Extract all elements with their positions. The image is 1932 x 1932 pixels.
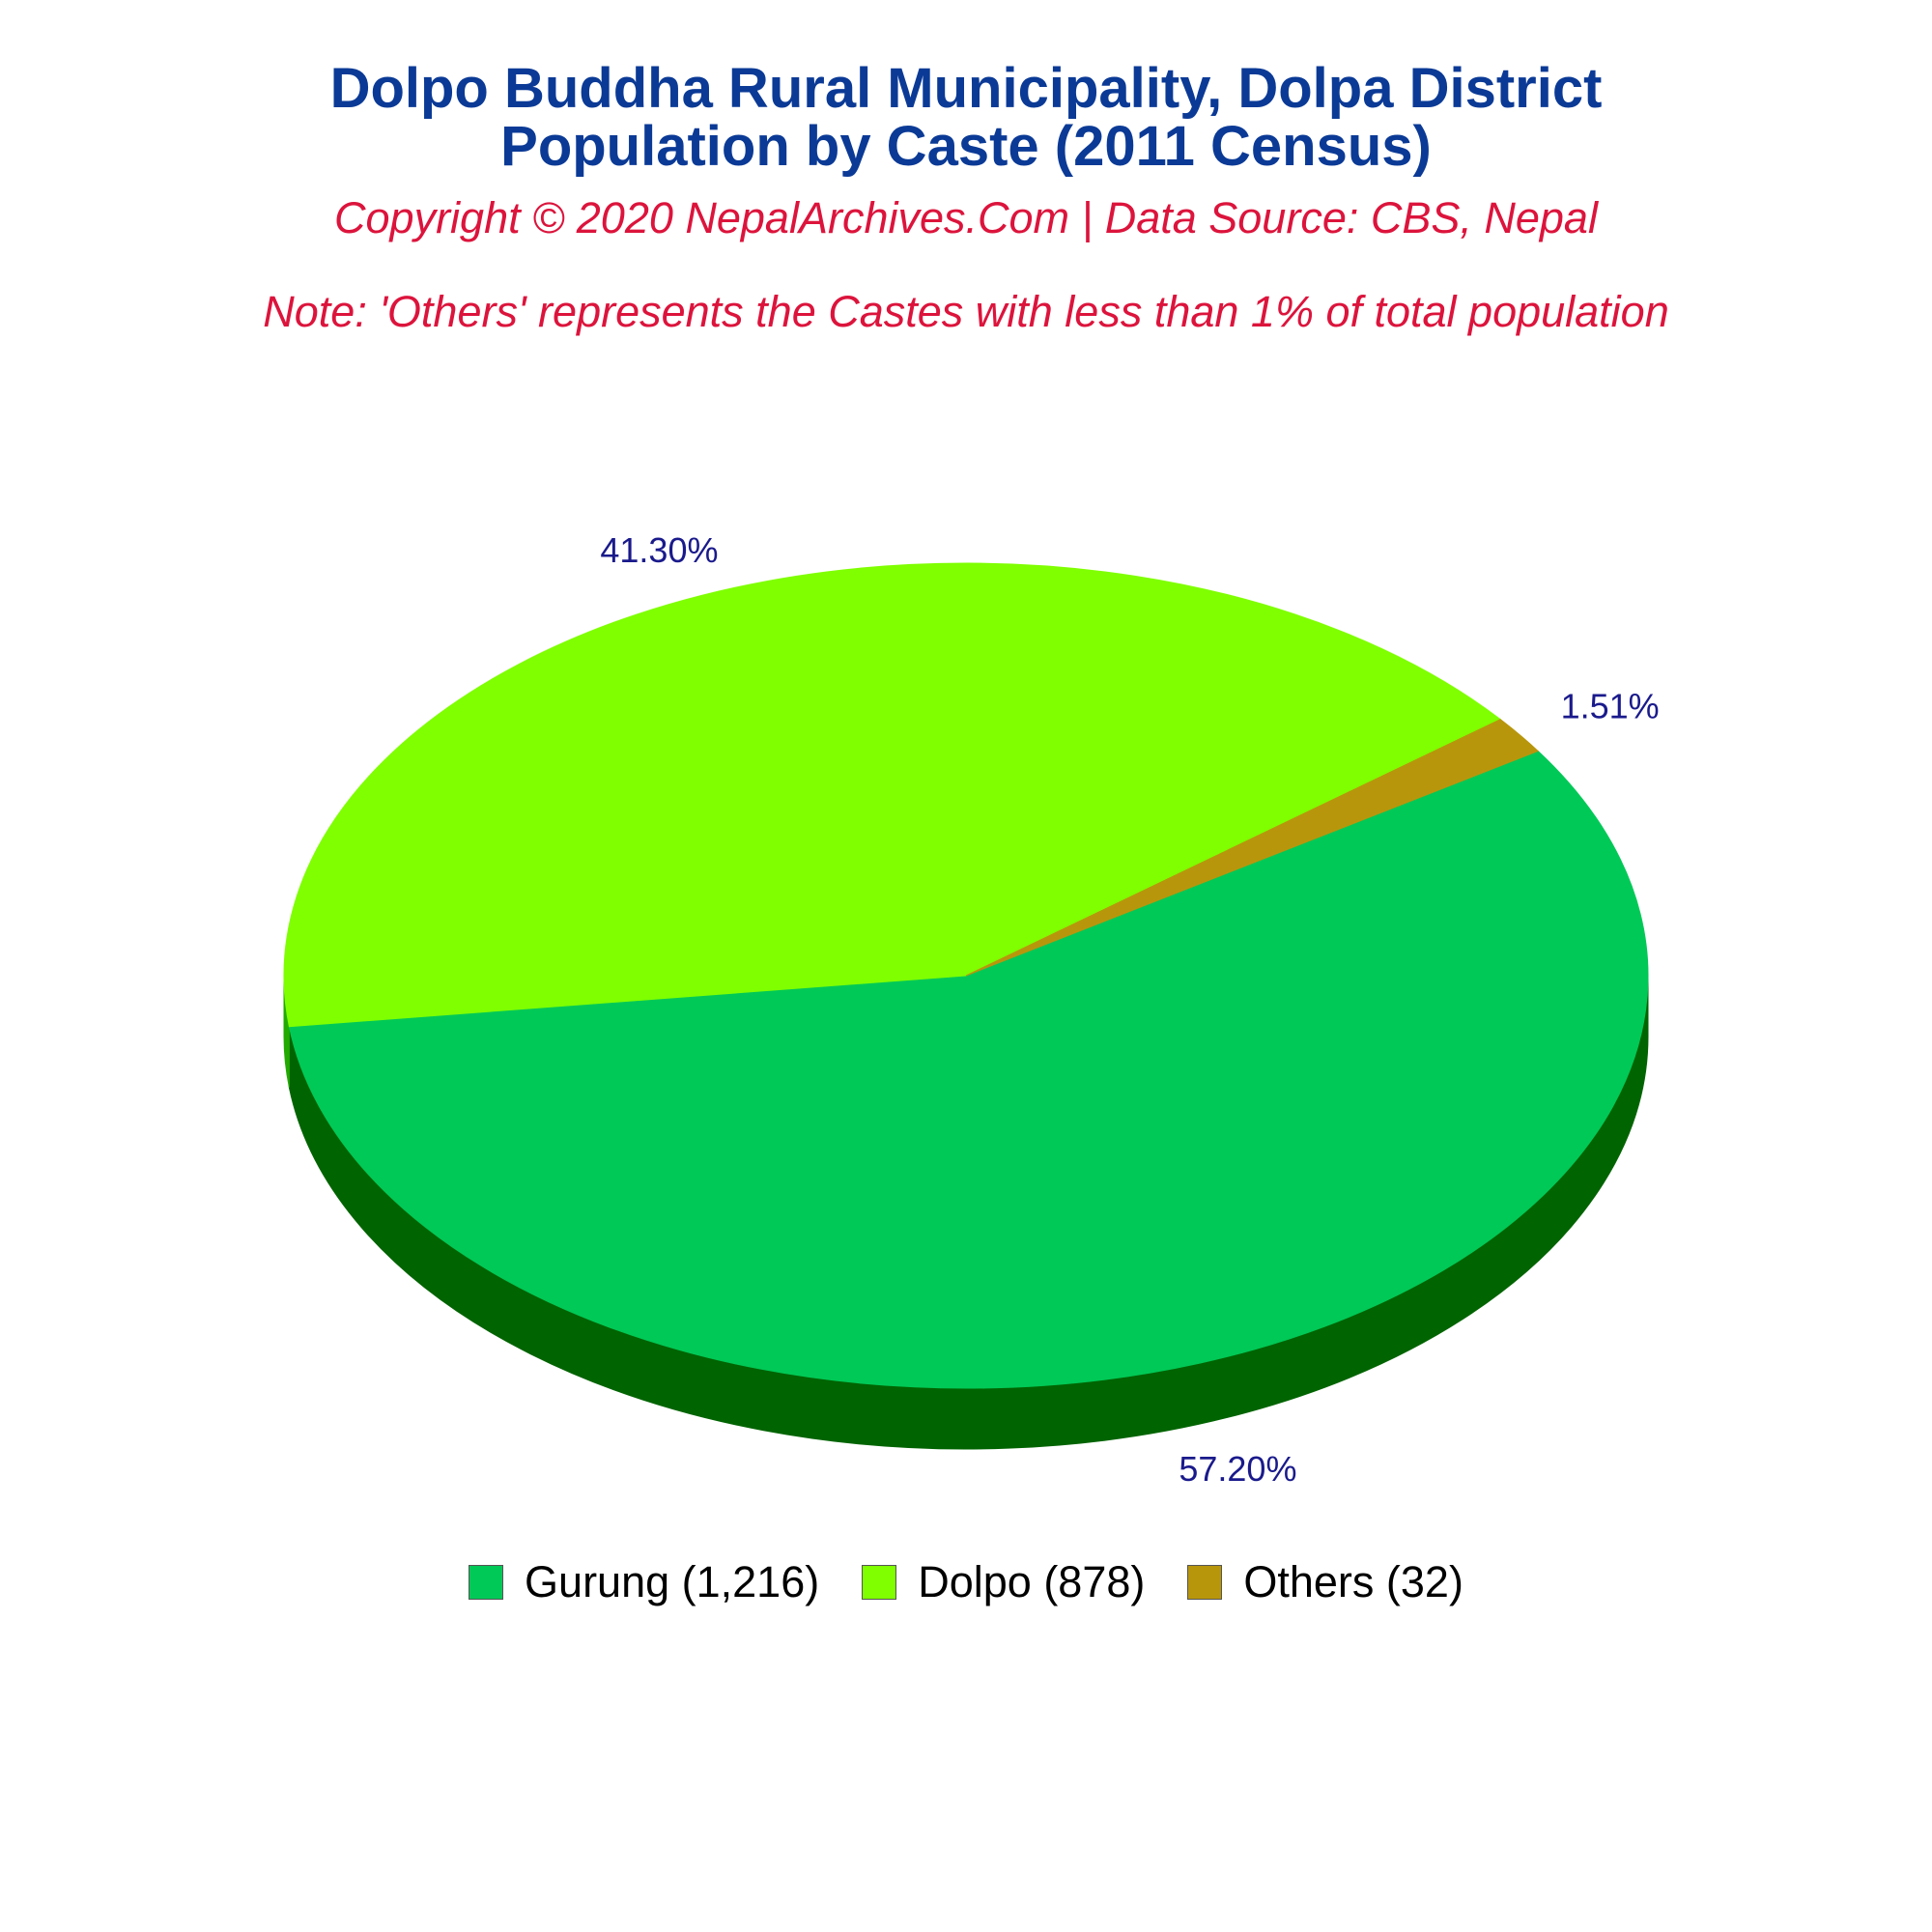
- chart-title-line-2: Population by Caste (2011 Census): [500, 115, 1432, 178]
- legend-item-others: Others (32): [1187, 1557, 1463, 1607]
- chart-title: Dolpo Buddha Rural Municipality, Dolpa D…: [0, 60, 1932, 176]
- chart-note: Note: 'Others' represents the Castes wit…: [263, 287, 1669, 336]
- legend-item-gurung: Gurung (1,216): [469, 1557, 819, 1607]
- pct-label-gurung: 57.20%: [1179, 1449, 1296, 1489]
- legend-swatch-others: [1187, 1565, 1223, 1600]
- chart-subtitle: Copyright © 2020 NepalArchives.Com | Dat…: [334, 193, 1598, 242]
- legend-item-dolpo: Dolpo (878): [862, 1557, 1145, 1607]
- pct-label-others: 1.51%: [1561, 687, 1660, 726]
- legend-label-gurung: Gurung (1,216): [525, 1557, 820, 1606]
- pie-top: [283, 562, 1649, 1389]
- legend-label-dolpo: Dolpo (878): [918, 1557, 1146, 1606]
- pie-slice-dolpo: [283, 562, 1502, 1028]
- pct-label-dolpo: 41.30%: [600, 530, 718, 570]
- pie-slice-gurung: [288, 750, 1649, 1389]
- legend: Gurung (1,216) Dolpo (878) Others (32): [0, 1557, 1932, 1607]
- chart-title-line-1: Dolpo Buddha Rural Municipality, Dolpa D…: [329, 57, 1603, 120]
- legend-label-others: Others (32): [1243, 1557, 1463, 1606]
- pie-slice-others: [965, 719, 1540, 977]
- legend-swatch-gurung: [469, 1565, 504, 1600]
- legend-swatch-dolpo: [862, 1565, 897, 1600]
